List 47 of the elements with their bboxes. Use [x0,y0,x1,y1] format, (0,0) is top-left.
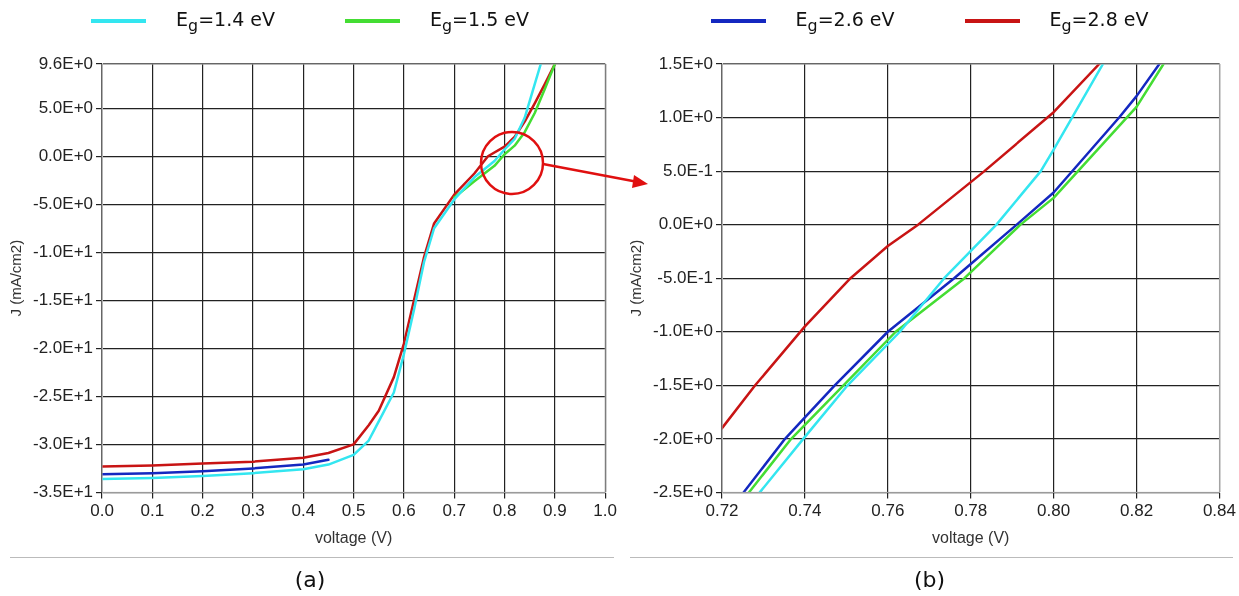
y-axis-title: J (mA/cm2) [627,239,645,317]
x-tick-label: 0.82 [1120,501,1154,521]
x-axis-title: voltage (V) [314,528,393,546]
x-tick-label: 0.9 [543,501,567,521]
x-tick-label: 1.0 [593,501,617,521]
y-tick-label: -3.5E+1 [33,482,94,502]
y-tick-label: -1.0E+0 [653,321,714,341]
y-tick-label: -5.0E-1 [657,267,714,287]
y-tick-label: 0.0E+0 [658,214,714,234]
text: (a) [294,566,326,592]
x-tick-label: 0.6 [392,501,416,521]
y-tick-label: 9.6E+0 [38,53,94,73]
y-axis-title: J (mA/cm2) [7,239,25,317]
legend-label: E$_{g}$=1.4 eV [176,8,275,35]
y-tick-label: -2.0E+0 [653,428,714,448]
y-tick-label: 1.0E+0 [658,107,714,127]
x-tick-label: 0.2 [190,501,215,521]
x-tick-label: 0.1 [140,501,165,521]
x-tick-label: 0.84 [1202,501,1236,521]
y-tick-label: 5.0E-1 [662,160,714,180]
x-tick-label: 0.5 [341,501,366,521]
y-tick-label: 5.0E+0 [38,97,94,117]
x-tick-label: 0.8 [492,501,517,521]
x-tick-label: 0.0 [90,501,114,521]
y-tick-label: -1.5E+1 [33,289,94,309]
x-tick-label: 0.80 [1037,501,1071,521]
y-tick-label: -5.0E+0 [33,193,94,213]
legend-label: E$_{g}$=2.8 eV [1049,8,1149,35]
legend-label: E$_{g}$=1.5 eV [430,8,529,35]
y-tick-label: -1.0E+1 [33,241,94,261]
x-tick-label: 0.76 [871,501,905,521]
y-tick-label: 0.0E+0 [38,145,94,165]
y-tick-label: 1.5E+0 [658,53,714,73]
y-tick-label: -1.5E+0 [653,374,714,394]
x-tick-label: 0.72 [705,501,739,521]
x-tick-label: 0.74 [788,501,822,521]
x-tick-label: 0.78 [954,501,988,521]
legend-label: E$_{g}$=2.6 eV [795,8,895,35]
y-tick-label: -2.0E+1 [33,338,94,358]
y-tick-label: -3.0E+1 [33,434,94,454]
y-tick-label: -2.5E+0 [653,482,714,502]
x-tick-label: 0.4 [291,501,316,521]
x-tick-label: 0.7 [442,501,467,521]
x-tick-label: 0.3 [241,501,265,521]
x-axis-title: voltage (V) [932,528,1010,546]
y-tick-label: -2.5E+1 [33,386,94,406]
text: (b) [913,566,946,592]
